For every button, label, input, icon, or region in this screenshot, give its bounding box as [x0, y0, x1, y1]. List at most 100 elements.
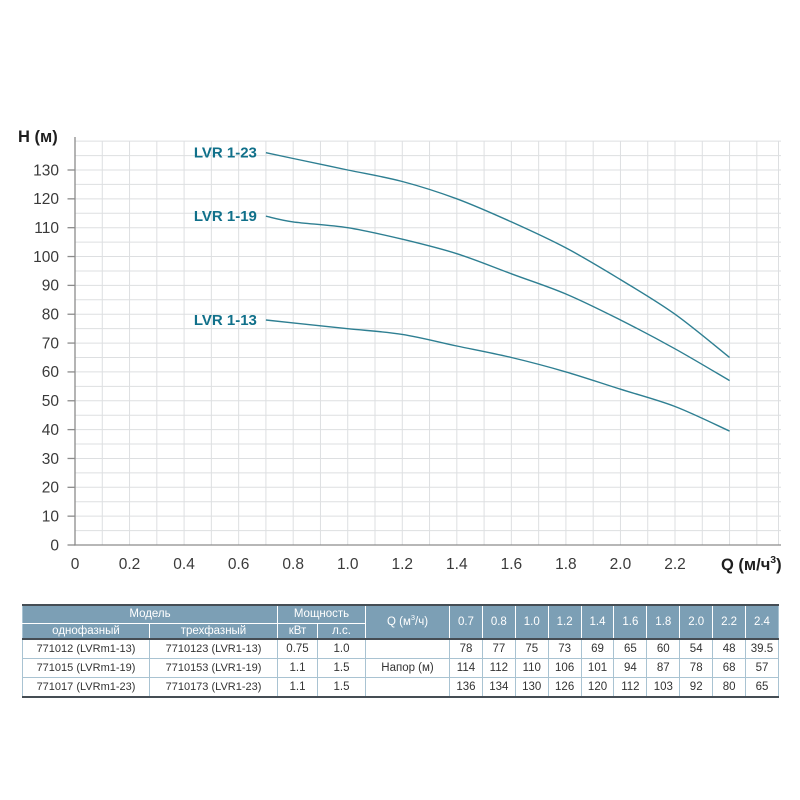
x-tick-label: 0.2	[119, 556, 141, 573]
axes	[67, 137, 781, 546]
header-row-groups: Модель Мощность Q (м3/ч) 0.7 0.8 1.0 1.2 1.4 1.6…	[22, 605, 779, 640]
table-head: Модель Мощность Q (м3/ч) 0.7 0.8 1.0 1.2 1.4 1.6…	[22, 605, 779, 640]
x-tick-label: 0	[71, 556, 80, 573]
y-tick-label: 100	[33, 249, 59, 266]
cell-head-value: 77	[481, 638, 516, 659]
grid	[75, 140, 781, 545]
cell-model-three: 7710173 (LVR1-23)	[149, 677, 278, 698]
cell-head-value: 92	[679, 677, 714, 698]
col-header-q-2.0: 2.0	[679, 605, 714, 640]
col-header-hp: л.с.	[316, 623, 367, 640]
y-tick-label: 60	[42, 364, 60, 381]
y-tick-label: 10	[42, 508, 60, 525]
col-header-q-1.0: 1.0	[514, 605, 549, 640]
table-row: 771015 (LVRm1-19) 7710153 (LVR1-19) 1.1 1.5…	[22, 658, 779, 678]
x-tick-label: 1.4	[446, 556, 468, 573]
cell-hp: 1.5	[316, 658, 367, 678]
col-header-three-phase: трехфазный	[149, 623, 278, 640]
col-header-q-1.2: 1.2	[547, 605, 582, 640]
cell-head-value: 120	[580, 677, 615, 698]
cell-head-value: 110	[514, 658, 549, 678]
cell-head-value: 48	[712, 638, 747, 659]
q-header-prefix: Q (м	[386, 616, 411, 628]
col-header-q-1.6: 1.6	[613, 605, 648, 640]
cell-model-three: 7710153 (LVR1-19)	[149, 658, 278, 678]
x-tick-label: 1.0	[337, 556, 359, 573]
cell-model-single: 771017 (LVRm1-23)	[22, 677, 150, 698]
x-tick-label: 0.6	[228, 556, 250, 573]
x-tick-label: 2.2	[664, 556, 686, 573]
cell-head-value: 65	[613, 638, 648, 659]
cell-head-value: 57	[745, 658, 779, 678]
header-row-subcols: однофазный трехфазный кВт л.с.	[22, 623, 779, 640]
col-header-q-2.2: 2.2	[712, 605, 747, 640]
curve-label-lvr-1-23: LVR 1-23	[194, 145, 257, 162]
y-tick-label: 110	[34, 220, 59, 237]
cell-head-value: 39.5	[745, 638, 779, 659]
cell-head-label	[365, 677, 451, 698]
col-header-q: Q (м3/ч)	[365, 605, 451, 640]
x-axis-title-main: Q (м/ч	[721, 556, 770, 574]
x-tick-label: 2.0	[610, 556, 632, 573]
col-header-q-1.4: 1.4	[580, 605, 615, 640]
x-axis-title-sup: 3	[770, 554, 776, 566]
cell-head-value: 78	[679, 658, 714, 678]
x-tick-label: 0.4	[173, 556, 195, 573]
cell-head-value: 134	[481, 677, 516, 698]
cell-head-value: 54	[679, 638, 714, 659]
x-tick-label: 0.8	[282, 556, 304, 573]
curves	[265, 152, 731, 432]
cell-head-value: 60	[646, 638, 681, 659]
cell-head-value: 65	[745, 677, 779, 698]
col-header-q-0.8: 0.8	[481, 605, 516, 640]
y-tick-label: 0	[50, 537, 59, 554]
tick-labels: 0 10 20 30 40 50 60 70 80 90 100 110 120 130 0 0.2 0.4 0.…	[33, 162, 686, 573]
x-tick-label: 1.2	[391, 556, 413, 573]
table-row: 771017 (LVRm1-23) 7710173 (LVR1-23) 1.1 1.5…	[22, 677, 779, 698]
cell-head-value: 78	[449, 638, 483, 659]
cell-head-value: 94	[613, 658, 648, 678]
cell-head-value: 69	[580, 638, 615, 659]
cell-head-value: 114	[449, 658, 483, 678]
x-tick-label: 1.8	[555, 556, 577, 573]
cell-hp: 1.5	[316, 677, 367, 698]
col-header-q-1.8: 1.8	[646, 605, 681, 640]
table-body: 771012 (LVRm1-13) 7710123 (LVR1-13) 0.75 1.…	[22, 638, 779, 698]
col-header-model: Модель	[22, 605, 278, 624]
curve-lvr-1-19	[265, 215, 730, 382]
cell-model-single: 771012 (LVRm1-13)	[22, 638, 150, 659]
cell-head-value: 126	[547, 677, 582, 698]
chart-svg: 0 10 20 30 40 50 60 70 80 90 100 110 120 130 0 0.2 0.4 0.…	[18, 128, 782, 574]
cell-head-value: 112	[613, 677, 648, 698]
cell-head-value: 73	[547, 638, 582, 659]
col-header-kw: кВт	[277, 623, 318, 640]
cell-model-single: 771015 (LVRm1-19)	[22, 658, 150, 678]
y-tick-label: 70	[42, 335, 60, 352]
curve-lvr-1-23	[265, 152, 731, 359]
cell-head-value: 106	[547, 658, 582, 678]
curve-labels: LVR 1-13 LVR 1-19 LVR 1-23	[194, 145, 257, 329]
y-tick-label: 80	[42, 307, 60, 324]
cell-head-value: 136	[449, 677, 483, 698]
pump-spec-table: Модель Мощность Q (м3/ч) 0.7 0.8 1.0 1.2 1.4 1.6…	[22, 604, 779, 698]
cell-kw: 0.75	[277, 638, 318, 659]
q-header-suffix: /ч)	[415, 616, 429, 628]
pump-curves-chart: 0 10 20 30 40 50 60 70 80 90 100 110 120 130 0 0.2 0.4 0.…	[18, 128, 782, 574]
cell-head-value: 103	[646, 677, 681, 698]
y-tick-label: 120	[33, 191, 59, 208]
col-header-q-2.4: 2.4	[745, 605, 779, 640]
cell-hp: 1.0	[316, 638, 367, 659]
cell-kw: 1.1	[277, 658, 318, 678]
cell-model-three: 7710123 (LVR1-13)	[149, 638, 278, 659]
curve-label-lvr-1-13: LVR 1-13	[194, 312, 257, 329]
pump-spec-table-wrap: Модель Мощность Q (м3/ч) 0.7 0.8 1.0 1.2 1.4 1.6…	[22, 604, 779, 698]
cell-head-label: Напор (м)	[365, 658, 451, 678]
cell-kw: 1.1	[277, 677, 318, 698]
curve-label-lvr-1-19: LVR 1-19	[194, 208, 257, 225]
cell-head-value: 87	[646, 658, 681, 678]
y-tick-label: 20	[42, 480, 60, 497]
cell-head-value: 130	[514, 677, 549, 698]
curve-lvr-1-13	[265, 319, 730, 432]
cell-head-value: 68	[712, 658, 747, 678]
